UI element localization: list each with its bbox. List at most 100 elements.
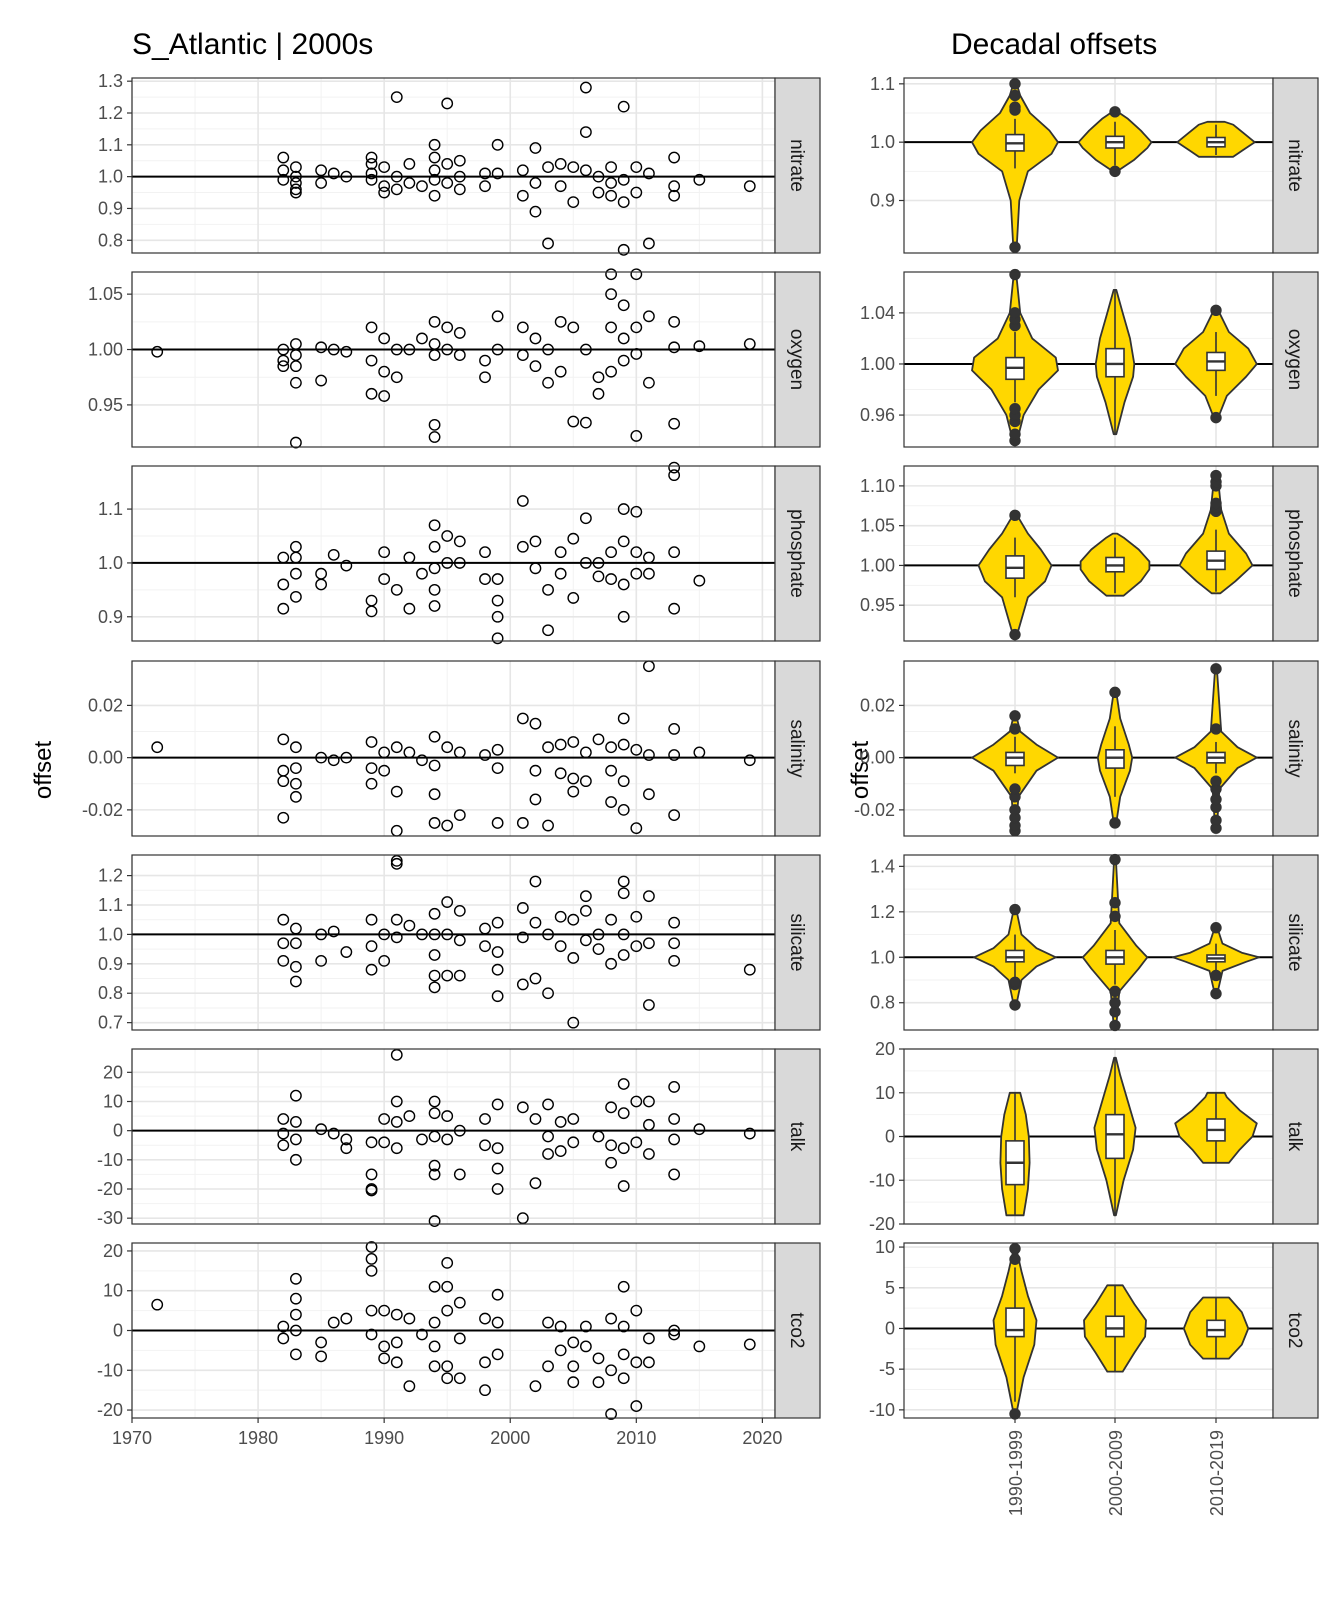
data-point bbox=[579, 775, 592, 788]
data-point bbox=[277, 151, 290, 164]
data-point bbox=[516, 189, 529, 202]
facet-strip-label: silicate bbox=[1284, 913, 1305, 971]
data-point bbox=[567, 1336, 580, 1349]
data-point bbox=[290, 436, 302, 449]
violin-group-2000-2009 bbox=[1077, 106, 1153, 178]
data-point bbox=[428, 730, 441, 743]
data-point bbox=[592, 1376, 605, 1389]
data-point bbox=[491, 167, 504, 180]
y-tick-label: -5 bbox=[879, 1359, 895, 1379]
data-point bbox=[416, 332, 428, 345]
facet-strip bbox=[1272, 1048, 1319, 1225]
data-point bbox=[315, 177, 328, 189]
data-point bbox=[743, 338, 756, 350]
data-point bbox=[668, 1113, 681, 1125]
data-point bbox=[567, 1136, 580, 1149]
data-point bbox=[378, 186, 391, 199]
data-point bbox=[630, 186, 643, 199]
y-tick-label: 0.8 bbox=[98, 983, 123, 1003]
data-point bbox=[617, 1107, 630, 1120]
facet-strip bbox=[774, 1048, 821, 1225]
data-point bbox=[365, 354, 378, 367]
outlier-point bbox=[1009, 241, 1021, 253]
data-point bbox=[579, 81, 592, 94]
y-tick-label: 0.8 bbox=[870, 993, 895, 1013]
data-point bbox=[491, 743, 504, 756]
data-point bbox=[441, 321, 454, 334]
y-tick-label: 0.95 bbox=[88, 395, 123, 415]
data-point bbox=[605, 1408, 617, 1420]
data-point bbox=[668, 546, 681, 559]
data-point bbox=[390, 170, 403, 183]
data-point bbox=[277, 733, 290, 746]
data-point bbox=[491, 990, 504, 1003]
y-tick-label: 1.4 bbox=[870, 856, 895, 876]
violin-panel-phosphate: 0.95 1.00 1.05 1.10 phosphate bbox=[860, 465, 1319, 642]
data-point bbox=[643, 310, 655, 323]
data-point bbox=[479, 749, 491, 761]
data-point bbox=[453, 969, 466, 982]
violin-group-2010-2019 bbox=[1176, 120, 1256, 158]
data-point bbox=[605, 268, 617, 281]
data-point bbox=[605, 1364, 617, 1377]
outlier-point bbox=[1009, 1242, 1021, 1255]
data-point bbox=[491, 1348, 504, 1361]
y-tick-label: 0.9 bbox=[98, 607, 123, 627]
data-point bbox=[390, 183, 403, 196]
y-tick-label: 0.7 bbox=[98, 1013, 123, 1033]
data-point bbox=[668, 749, 681, 761]
outlier-point bbox=[1210, 411, 1222, 424]
data-point bbox=[315, 1123, 328, 1136]
data-point bbox=[428, 1340, 441, 1353]
violin-panel-nitrate: 0.9 1.0 1.1 nitrate bbox=[870, 74, 1319, 254]
data-point bbox=[340, 751, 353, 764]
data-point bbox=[643, 376, 655, 389]
data-point bbox=[542, 161, 554, 173]
data-point bbox=[668, 180, 681, 193]
outlier-point bbox=[1109, 853, 1121, 866]
data-point bbox=[542, 1148, 554, 1160]
data-point bbox=[579, 343, 592, 356]
violin-panel-talk: -20 -10 0 10 20 talk bbox=[869, 1039, 1319, 1234]
data-point bbox=[605, 288, 617, 301]
y-tick-label: 1.00 bbox=[860, 354, 895, 374]
data-point bbox=[516, 495, 529, 507]
facet-strip-label: tco2 bbox=[1284, 1313, 1305, 1349]
data-point bbox=[668, 954, 681, 967]
data-point bbox=[315, 1336, 328, 1349]
facet-strip bbox=[774, 1242, 821, 1419]
data-point bbox=[479, 573, 491, 585]
data-point bbox=[542, 237, 554, 250]
x-category-label: 2000-2009 bbox=[1106, 1430, 1126, 1516]
data-point bbox=[630, 743, 643, 756]
data-point bbox=[529, 1177, 542, 1190]
data-point bbox=[605, 1312, 617, 1325]
data-point bbox=[491, 594, 504, 607]
data-point bbox=[567, 913, 580, 926]
data-point bbox=[605, 161, 617, 173]
y-tick-label: -10 bbox=[97, 1360, 123, 1380]
data-point bbox=[617, 332, 630, 345]
data-point bbox=[668, 461, 681, 474]
data-point bbox=[567, 1113, 580, 1125]
data-point bbox=[643, 999, 655, 1011]
y-tick-label: 20 bbox=[103, 1241, 123, 1261]
violin-group-2000-2009 bbox=[1081, 853, 1149, 1032]
data-point bbox=[605, 573, 617, 585]
data-point bbox=[617, 1142, 630, 1155]
data-point bbox=[327, 925, 340, 938]
data-point bbox=[617, 243, 630, 256]
data-point bbox=[579, 164, 592, 177]
violin-group-1990-1999 bbox=[992, 1242, 1038, 1420]
data-point bbox=[290, 161, 302, 173]
data-point bbox=[378, 1113, 391, 1125]
data-point bbox=[592, 170, 605, 183]
data-point bbox=[365, 321, 378, 334]
data-point bbox=[630, 321, 643, 334]
scatter-panel-nitrate: 0.8 0.9 1.0 1.1 1.2 1.3 nitrate bbox=[98, 71, 821, 256]
violin-group-2010-2019 bbox=[1174, 1091, 1258, 1164]
data-point bbox=[554, 1320, 567, 1333]
data-point bbox=[491, 310, 504, 323]
data-point bbox=[529, 1380, 542, 1393]
data-point bbox=[315, 954, 328, 967]
